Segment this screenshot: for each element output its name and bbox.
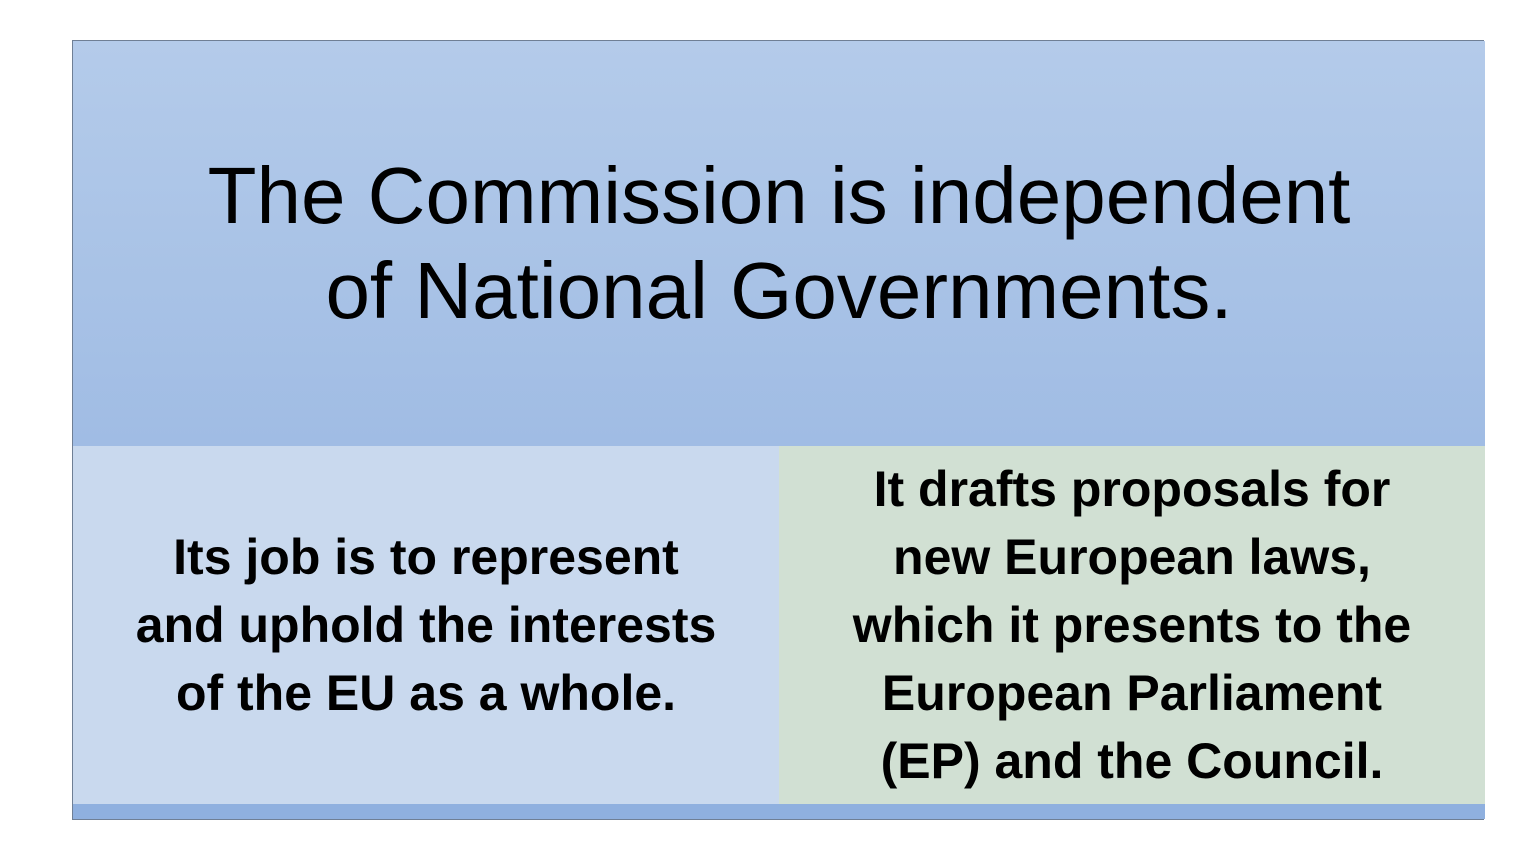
right-info-text: It drafts proposals for new European law… (852, 461, 1412, 789)
left-info-text: Its job is to represent and uphold the i… (135, 529, 717, 721)
right-info-box: It drafts proposals for new European law… (779, 446, 1485, 804)
left-info-box: Its job is to represent and uphold the i… (73, 446, 779, 804)
slide-title: The Commission is independent of Nationa… (207, 151, 1351, 335)
title-panel: The Commission is independent of Nationa… (73, 41, 1485, 446)
bottom-band (73, 804, 1485, 819)
slide: The Commission is independent of Nationa… (72, 40, 1485, 820)
